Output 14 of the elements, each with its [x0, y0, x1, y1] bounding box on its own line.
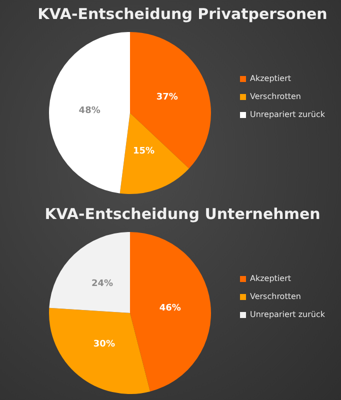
data-label: 15% — [132, 146, 154, 156]
data-label: 48% — [78, 106, 100, 116]
legend-label: Unrepariert zurück — [250, 110, 326, 120]
legend-label: Verschrotten — [250, 92, 301, 102]
data-label: 30% — [93, 340, 115, 350]
chart-title: KVA-Entscheidung Privatpersonen — [38, 4, 328, 23]
legend-label: Akzeptiert — [250, 74, 292, 84]
data-label: 37% — [156, 92, 178, 102]
legend-label: Akzeptiert — [250, 274, 292, 284]
chart-title: KVA-Entscheidung Unternehmen — [44, 204, 320, 223]
legend-label: Verschrotten — [250, 292, 301, 302]
data-label: 24% — [92, 278, 114, 289]
legend-label: Unrepariert zurück — [250, 310, 326, 320]
data-label: 46% — [159, 303, 181, 314]
